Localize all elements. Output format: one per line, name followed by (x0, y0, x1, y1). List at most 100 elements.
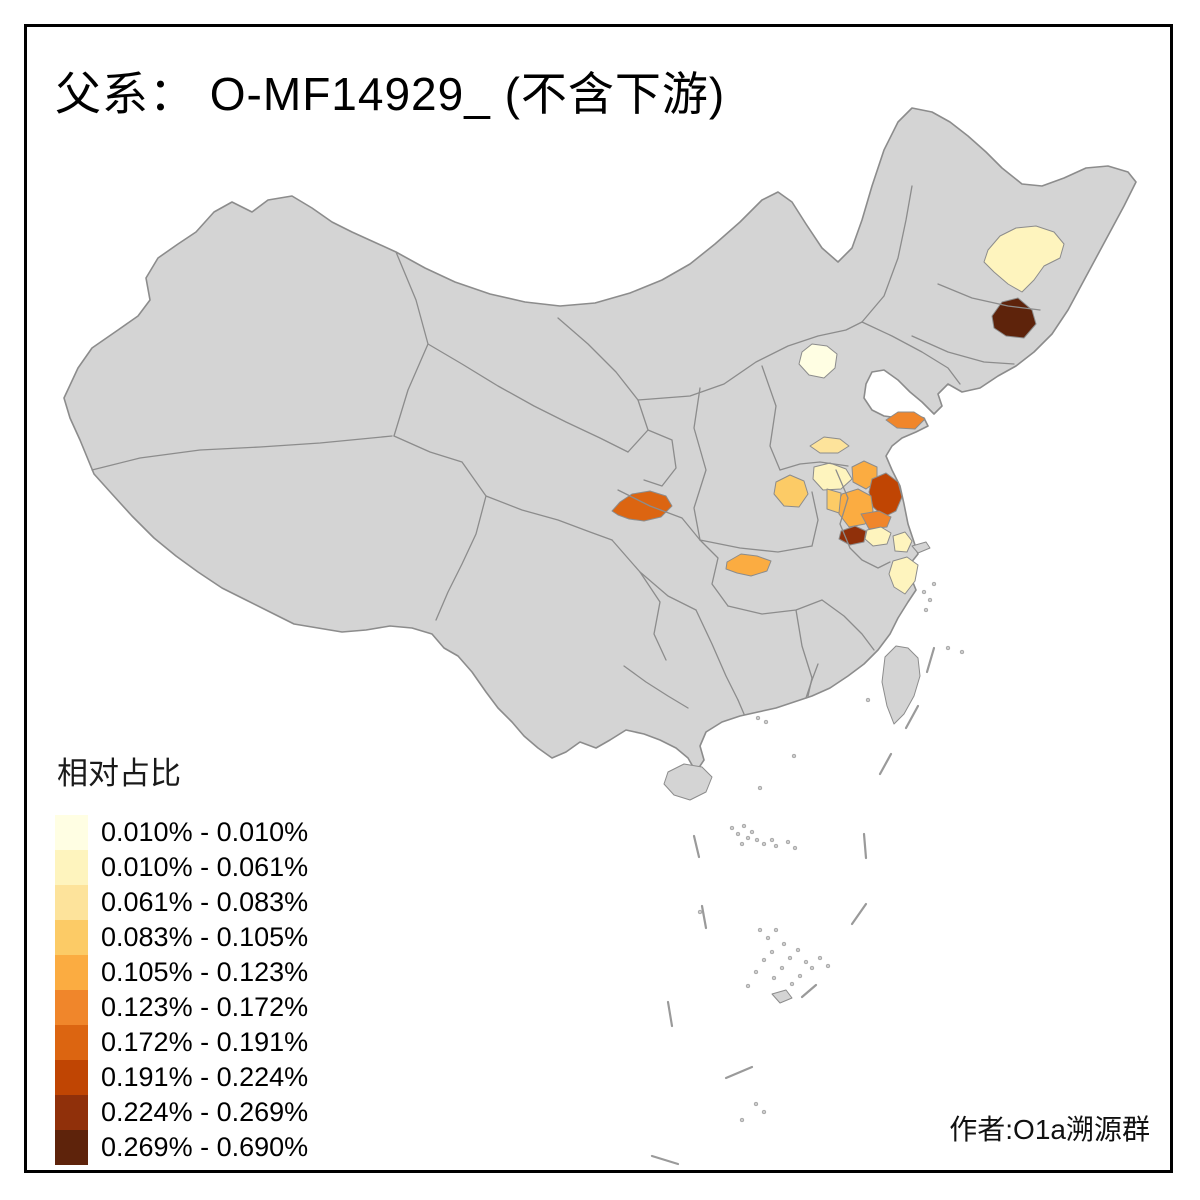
legend-row: 0.010% - 0.010% (55, 815, 308, 850)
legend-row: 0.224% - 0.269% (55, 1095, 308, 1130)
province-border (699, 539, 813, 553)
islet-dot (817, 955, 823, 961)
islet-dot (797, 973, 803, 979)
province-border (695, 609, 739, 701)
islet-dot (745, 835, 751, 841)
province-border (911, 335, 1015, 365)
islet-dot (945, 645, 951, 651)
province-border (91, 435, 393, 471)
boundary-dash (878, 752, 893, 776)
islet-dot (781, 941, 787, 947)
boundary-dash (650, 1154, 680, 1166)
islet-dot (754, 837, 760, 843)
province-border (643, 429, 677, 487)
province-border (761, 365, 781, 471)
boundary-dash (800, 983, 818, 999)
legend-swatch (55, 990, 88, 1025)
islet-dot (791, 753, 797, 759)
legend-bucket-label: 0.269% - 0.690% (101, 1132, 309, 1162)
province-border (811, 491, 819, 547)
legend-bucket-label: 0.010% - 0.061% (101, 852, 309, 882)
islet-dot (779, 965, 785, 971)
islet-dot (923, 607, 929, 613)
islet-dot (792, 845, 798, 851)
province-border (861, 185, 913, 323)
legend-row: 0.083% - 0.105% (55, 920, 308, 955)
province-border (617, 489, 701, 541)
region-shandong-central (809, 436, 850, 454)
province-border (835, 469, 851, 549)
islet-dot (753, 1101, 759, 1107)
map-base (63, 107, 1137, 773)
islet-dot (773, 843, 779, 849)
province-border (637, 321, 863, 401)
islet-dot (825, 963, 831, 969)
region-henan-east (773, 474, 809, 508)
province-border (699, 539, 729, 607)
province-border (623, 665, 689, 709)
boundary-dash (700, 904, 708, 930)
boundary-dash (724, 1065, 754, 1080)
islet-dot (785, 839, 791, 845)
islet-dot (739, 1117, 745, 1123)
legend-bucket-label: 0.010% - 0.010% (101, 817, 309, 847)
china-mainland-outline (63, 107, 1137, 773)
legend-row: 0.061% - 0.083% (55, 885, 308, 920)
legend-swatch (55, 1060, 88, 1095)
legend-swatch (55, 920, 88, 955)
islet-dot (755, 715, 761, 721)
islet-dot (735, 831, 741, 837)
region-suzhou-wuxi (892, 531, 913, 553)
legend-row: 0.172% - 0.191% (55, 1025, 308, 1060)
province-border (937, 283, 1041, 311)
islet-dot (739, 841, 745, 847)
region-hanzhong-area (611, 490, 673, 522)
islet-dot (789, 981, 795, 987)
islet-dot (741, 823, 747, 829)
province-border (693, 387, 707, 541)
legend-title: 相对占比 (57, 756, 181, 791)
province-border (611, 539, 697, 611)
boundary-dash (925, 646, 936, 674)
province-border (861, 321, 961, 385)
map-regions-group (611, 225, 1065, 595)
legend-swatch (55, 1130, 88, 1165)
islet-dot (757, 785, 763, 791)
region-changzhou-zhenjiang (864, 526, 892, 547)
boundary-dash (850, 902, 868, 926)
region-shandong-weihai (885, 411, 926, 430)
legend-bucket-label: 0.172% - 0.191% (101, 1027, 309, 1057)
legend-bucket-label: 0.191% - 0.224% (101, 1062, 309, 1092)
hainan-island (663, 763, 713, 801)
islet-dot (865, 697, 871, 703)
region-jiangsu-yangzhou (860, 510, 892, 530)
province-border (427, 343, 629, 453)
legend-row: 0.191% - 0.224% (55, 1060, 308, 1095)
legend-swatch (55, 885, 88, 920)
province-border (557, 317, 649, 453)
islet-dot (761, 957, 767, 963)
legend-swatch (55, 815, 88, 850)
legend-swatch (55, 1025, 88, 1060)
map-legend: 相对占比 0.010% - 0.010% 0.010% - 0.061% 0.061… (55, 748, 308, 1165)
legend-rows: 0.010% - 0.010% 0.010% - 0.061% 0.061% - 0… (55, 815, 308, 1165)
region-jiangsu-northwest (826, 488, 842, 514)
islet-dot (769, 949, 775, 955)
province-border (737, 699, 745, 715)
legend-row: 0.123% - 0.172% (55, 990, 308, 1025)
islet-dot (771, 975, 777, 981)
islet-dot (757, 927, 763, 933)
legend-swatch (55, 1095, 88, 1130)
islet-dot (927, 597, 933, 603)
province-border (805, 663, 819, 699)
boundary-dash (862, 832, 868, 860)
region-hubei-west (725, 553, 772, 577)
province-border (849, 547, 891, 569)
islet-dot (809, 965, 815, 971)
islet-dot (749, 829, 755, 835)
islet-dot (697, 909, 703, 915)
islet-dot (773, 927, 779, 933)
legend-swatch (55, 850, 88, 885)
islet-dot (921, 589, 927, 595)
